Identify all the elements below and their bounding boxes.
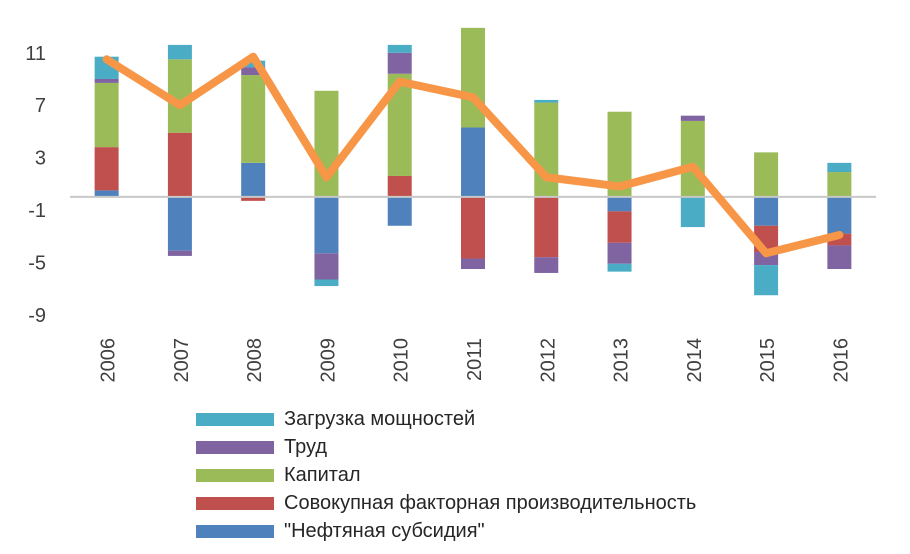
bar-segment-2010-s3 [387, 52, 412, 74]
x-tick-label-2008: 2008 [244, 338, 266, 383]
legend-swatch [196, 496, 274, 510]
legend-swatch [196, 524, 274, 538]
bar-segment-2008-s1 [241, 196, 266, 201]
bar-segment-2010-s0 [387, 196, 412, 226]
bar-segment-2012-s3 [534, 257, 559, 273]
bar-segment-2016-s0 [827, 196, 852, 234]
bar-segment-2013-s1 [607, 211, 632, 243]
bar-segment-2016-s4 [827, 162, 852, 173]
legend: Загрузка мощностей Труд Капитал Совокупная … [196, 405, 696, 545]
legend-item: Загрузка мощностей [196, 405, 696, 433]
bar-segment-2011-s3 [461, 258, 485, 270]
bar-segment-2016-s3 [827, 245, 852, 270]
legend-swatch [196, 412, 274, 426]
bar-segment-2009-s0 [314, 196, 339, 254]
x-tick-label-2012: 2012 [537, 338, 559, 383]
bars-layer [94, 27, 852, 296]
bar-segment-2013-s4 [607, 263, 632, 272]
x-tick-label-2015: 2015 [757, 338, 779, 383]
legend-swatch [196, 468, 274, 482]
bar-segment-2006-s2 [94, 82, 119, 148]
x-tick-label-2009: 2009 [317, 338, 339, 383]
bar-segment-2014-s3 [680, 115, 705, 121]
legend-item: Труд [196, 433, 696, 461]
legend-item: Совокупная факторная производительность [196, 489, 696, 517]
bar-segment-2014-s2 [680, 120, 705, 197]
bar-segment-2012-s4 [534, 99, 559, 103]
bar-segment-2010-s1 [387, 175, 412, 197]
bar-segment-2007-s3 [167, 250, 192, 256]
legend-label: Загрузка мощностей [284, 407, 476, 430]
bar-segment-2007-s4 [167, 44, 192, 60]
y-tick-label: -5 [28, 252, 46, 274]
bar-segment-2009-s4 [314, 279, 339, 287]
legend-label: Труд [284, 435, 327, 458]
bar-segment-2016-s2 [827, 172, 852, 197]
bar-segment-2013-s0 [607, 196, 632, 212]
legend-swatch [196, 440, 274, 454]
y-tick-label: -1 [28, 200, 46, 222]
bar-segment-2008-s0 [241, 162, 266, 197]
bar-segment-2012-s1 [534, 196, 559, 258]
legend-label: Совокупная факторная производительность [284, 491, 697, 514]
y-tick-label: 11 [25, 43, 46, 65]
legend-item: Капитал [196, 461, 696, 489]
x-tick-label-2006: 2006 [98, 338, 120, 383]
bar-segment-2006-s1 [94, 147, 119, 191]
x-axis-ticks: 2006 2007 2008 2009 2010 2011 2012 2013 2014 2015… [98, 338, 853, 383]
bar-segment-2006-s0 [94, 190, 119, 197]
legend-label: Капитал [284, 463, 361, 486]
y-tick-label: 7 [35, 95, 46, 117]
bar-segment-2012-s2 [534, 102, 559, 197]
x-tick-label-2016: 2016 [830, 338, 852, 383]
y-tick-label: -9 [28, 305, 46, 327]
bar-segment-2006-s3 [94, 78, 119, 83]
bar-segment-2015-s0 [754, 196, 779, 226]
bar-segment-2007-s0 [167, 196, 192, 251]
bar-segment-2011-s0 [461, 127, 485, 197]
legend-label: "Нефтяная субсидия" [284, 519, 485, 542]
y-axis-ticks: 11 7 3 -1 -5 -9 [25, 43, 46, 327]
x-tick-label-2011: 2011 [464, 338, 486, 381]
x-tick-label-2010: 2010 [391, 338, 413, 383]
bar-segment-2011-s1 [461, 196, 485, 259]
bar-segment-2007-s1 [167, 132, 192, 197]
bar-segment-2016-s1 [827, 233, 852, 246]
bar-segment-2015-s4 [754, 265, 779, 296]
x-tick-label-2014: 2014 [684, 338, 706, 383]
bar-segment-2009-s3 [314, 253, 339, 280]
bar-segment-2014-s4 [680, 196, 705, 228]
bar-segment-2011-s2 [461, 27, 485, 128]
y-tick-label: 3 [35, 148, 46, 170]
total-growth-line [102, 52, 844, 258]
legend-item: "Нефтяная субсидия" [196, 517, 696, 545]
x-tick-label-2007: 2007 [171, 338, 193, 383]
bar-segment-2008-s2 [241, 75, 266, 163]
bar-segment-2013-s3 [607, 242, 632, 264]
x-tick-label-2013: 2013 [611, 338, 633, 383]
bar-segment-2015-s2 [754, 152, 779, 197]
bar-segment-2008-s3 [241, 67, 266, 76]
bar-segment-2010-s4 [387, 44, 412, 53]
